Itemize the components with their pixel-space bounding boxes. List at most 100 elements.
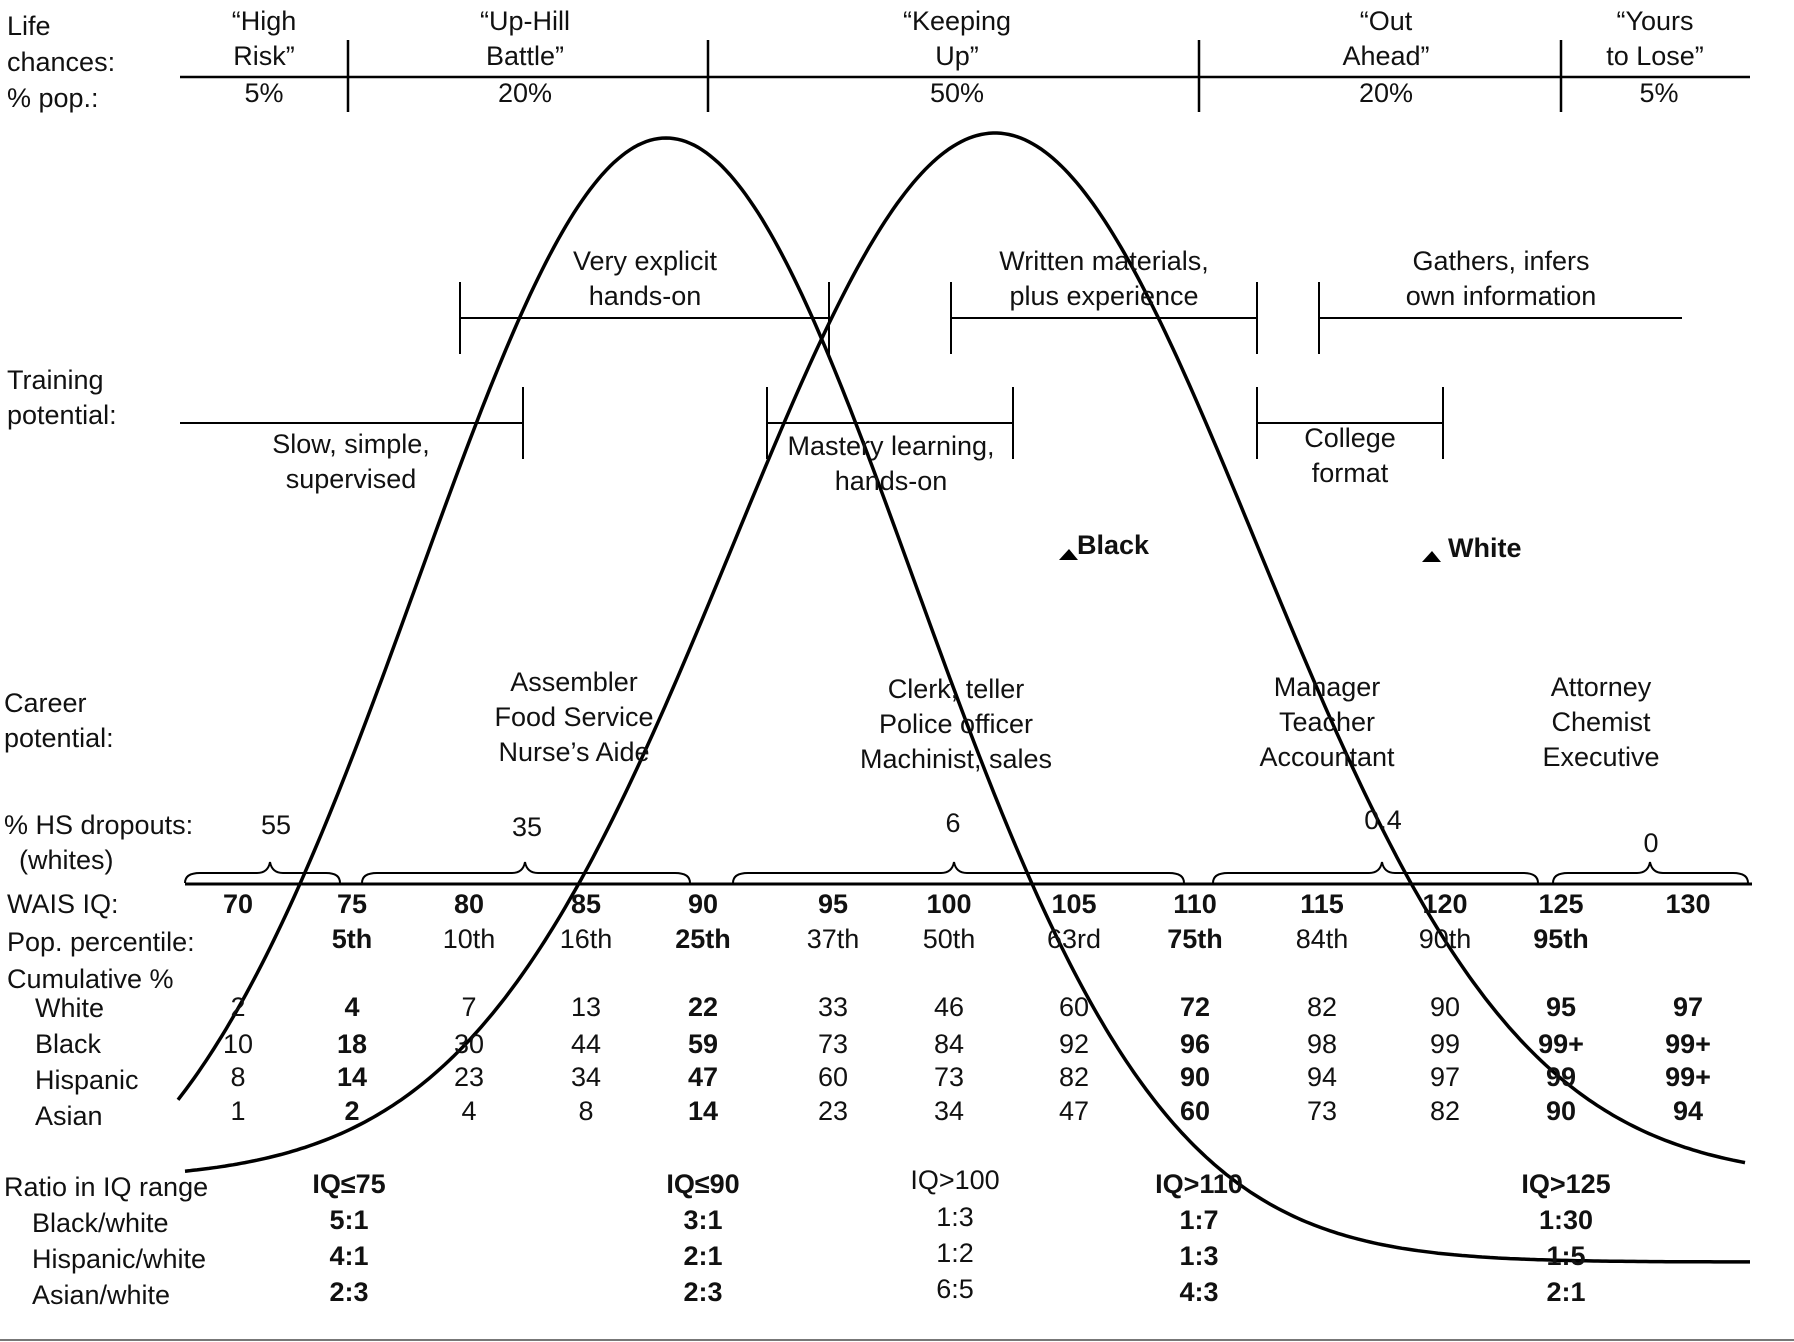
cumulative-value: 90 [1179,1062,1211,1092]
ratio-column-header: IQ≤75 [312,1169,386,1199]
ratio-value: 1:5 [1546,1241,1586,1271]
training-very-explicit: Very explicit hands-on [572,246,718,311]
ratio-value: 2:1 [1546,1277,1586,1307]
cumulative-value: 99+ [1665,1062,1711,1092]
life-chance-high-risk: “High Risk” [231,6,297,71]
black-curve-label: Black [1077,530,1150,560]
ratio-value: 6:5 [936,1274,974,1304]
wais-iq-value: 115 [1300,889,1344,919]
pop-percentile-value: 5th [331,924,373,954]
life-chance-keeping-up-pct: 50% [929,78,985,108]
pop-percentile-value: 63rd [1046,924,1102,954]
cumulative-value: 73 [933,1062,965,1092]
cumulative-value: 10 [222,1029,254,1059]
cumulative-value: 2 [230,992,246,1022]
ratio-value: 3:1 [683,1205,723,1235]
cumulative-value: 7 [461,992,477,1022]
cumulative-value: 46 [933,992,965,1022]
cumulative-value: 96 [1179,1029,1211,1059]
pop-percentile-value: 90th [1418,924,1472,954]
pop-percentile-value: 50th [922,924,976,954]
career-manager-group: Manager Teacher Accountant [1259,672,1395,772]
dropout-brace-6 [732,861,1185,884]
cumulative-value: 99 [1545,1062,1577,1092]
cumulative-value: 94 [1672,1096,1704,1126]
cumulative-value: 94 [1306,1062,1338,1092]
wais-iq-value: 75 [336,889,368,919]
cumulative-value: 99+ [1538,1029,1584,1059]
ratio-value: 1:30 [1538,1205,1594,1235]
cumulative-value: 47 [1058,1096,1090,1126]
dropout-brace-0 [1552,861,1749,884]
ratio-column-header: IQ>125 [1521,1169,1611,1199]
cumulative-value: 97 [1429,1062,1461,1092]
life-chance-out-ahead: “Out Ahead” [1342,6,1430,71]
ratio-value: 5:1 [329,1205,369,1235]
cumulative-value: 14 [336,1062,368,1092]
wais-iq-value: 110 [1173,889,1217,919]
life-chance-out-ahead-pct: 20% [1358,78,1414,108]
wais-iq-value: 100 [926,889,972,919]
ratio-value: 1:3 [1179,1241,1219,1271]
wais-iq-value: 130 [1665,889,1711,919]
training-written-materials: Written materials, plus experience [999,246,1209,311]
white-curve-marker [1422,551,1441,562]
dropout-brace-04 [1212,861,1539,884]
cumulative-value: 82 [1058,1062,1090,1092]
black-curve-marker [1059,549,1078,560]
ratio-label: Ratio in IQ range [4,1172,209,1202]
ratio-row-label: Hispanic/white [32,1244,207,1274]
cumulative-value: 59 [687,1029,719,1059]
cumulative-value: 82 [1429,1096,1461,1126]
life-chances-label: Life chances: % pop.: [7,11,116,113]
dropout-value: 55 [260,810,292,840]
wais-iq-value: 90 [687,889,719,919]
cumulative-value: 34 [570,1062,602,1092]
cumulative-value: 30 [453,1029,485,1059]
life-chance-uphill-battle: “Up-Hill Battle” [480,6,570,71]
ratio-value: 4:1 [329,1241,369,1271]
pop-percentile-value: 37th [806,924,860,954]
training-potential-label: Training potential: [7,365,117,430]
dropouts-label: % HS dropouts: (whites) [4,810,194,875]
life-chance-yours-to-lose: “Yours to Lose” [1606,6,1704,71]
life-chance-high-risk-pct: 5% [244,78,284,108]
training-mastery-learning: Mastery learning, hands-on [787,431,995,496]
dropout-brace-35 [361,861,691,884]
ratio-row-label: Asian/white [32,1280,171,1310]
dropout-brace-55 [184,861,341,884]
pop-percentile-label: Pop. percentile: [7,927,195,957]
pop-percentile-value: 25th [675,924,731,954]
ratio-value: 2:1 [683,1241,723,1271]
cumulative-value: 34 [933,1096,965,1126]
ratio-value: 2:3 [683,1277,723,1307]
ratio-row-label: Black/white [32,1208,169,1238]
cumulative-value: 97 [1672,992,1704,1022]
pop-percentile-value: 16th [559,924,613,954]
dropout-value: 0.4 [1364,805,1402,835]
ratio-value: 1:2 [936,1238,974,1268]
wais-iq-value: 70 [222,889,254,919]
wais-iq-label: WAIS IQ: [7,889,119,919]
cumulative-value: 99 [1429,1029,1461,1059]
cumulative-row-label: Asian [35,1101,103,1131]
cumulative-value: 8 [230,1062,246,1092]
cumulative-value: 44 [570,1029,602,1059]
cumulative-value: 60 [1058,992,1090,1022]
ratio-value: 1:7 [1179,1205,1219,1235]
life-chance-uphill-battle-pct: 20% [497,78,553,108]
cumulative-value: 8 [578,1096,594,1126]
ratio-value: 4:3 [1179,1277,1219,1307]
cumulative-value: 73 [1306,1096,1338,1126]
cumulative-value: 82 [1306,992,1338,1022]
career-assembler-group: Assembler Food Service Nurse’s Aide [494,667,654,767]
life-chance-yours-to-lose-pct: 5% [1639,78,1679,108]
cumulative-value: 60 [1179,1096,1211,1126]
white-distribution-curve [184,131,1746,1173]
cumulative-value: 1 [230,1096,246,1126]
wais-iq-value: 125 [1538,889,1584,919]
cumulative-label: Cumulative % [7,964,174,994]
cumulative-value: 14 [687,1096,719,1126]
cumulative-row-label: White [35,993,105,1023]
